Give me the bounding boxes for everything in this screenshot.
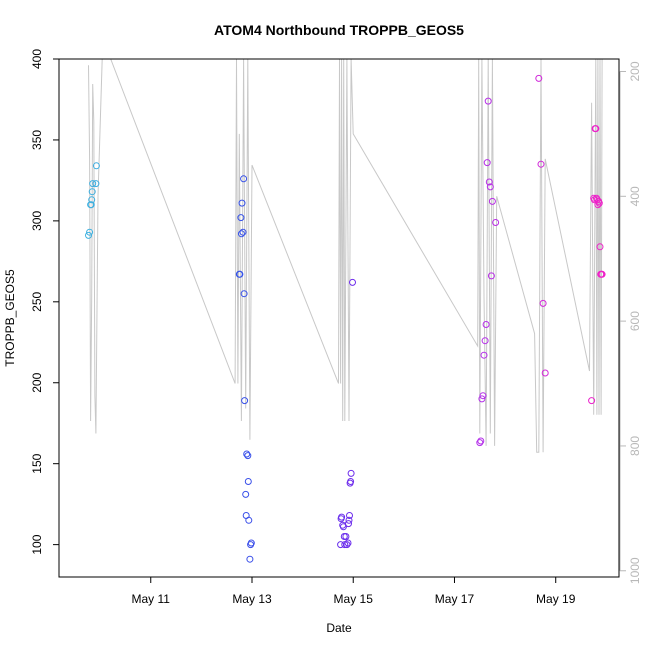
- chart-title: ATOM4 Northbound TROPPB_GEOS5: [214, 22, 464, 38]
- y-tick-label: 400: [30, 49, 44, 69]
- y-tick-label: 200: [30, 372, 44, 392]
- data-point: [88, 188, 96, 196]
- data-point: [244, 478, 252, 485]
- data-point: [86, 228, 94, 236]
- secondary-y-tick-label: 400: [628, 186, 642, 206]
- data-point: [241, 397, 249, 405]
- data-point: [237, 214, 245, 222]
- data-point: [594, 201, 602, 209]
- data-point: [347, 478, 355, 485]
- y-tick-label: 350: [30, 130, 44, 150]
- data-point: [240, 290, 248, 298]
- data-point: [246, 555, 254, 563]
- secondary-y-tick-label: 800: [628, 436, 642, 456]
- data-point: [483, 159, 491, 167]
- data-point: [477, 437, 485, 445]
- data-point: [85, 231, 92, 239]
- data-point: [539, 299, 547, 307]
- data-point: [541, 369, 549, 377]
- data-point: [595, 199, 603, 207]
- data-point: [239, 228, 247, 236]
- x-tick-label: May 11: [132, 592, 171, 606]
- data-point: [89, 180, 97, 188]
- data-point: [345, 516, 353, 524]
- y-axis-label: TROPPB_GEOS5: [3, 269, 17, 367]
- data-point: [482, 321, 490, 328]
- secondary-y-tick-label: 200: [628, 61, 642, 81]
- data-points-layer: [85, 74, 606, 563]
- data-point: [237, 230, 245, 238]
- secondary-profile-layer: [88, 58, 603, 453]
- data-point: [338, 513, 346, 521]
- data-point: [537, 160, 545, 168]
- data-point: [344, 539, 352, 547]
- data-point: [485, 178, 493, 186]
- y-tick-label: 150: [30, 453, 44, 473]
- x-axis-label: Date: [326, 621, 352, 635]
- secondary-y-tick-label: 600: [628, 311, 642, 331]
- y-tick-label: 250: [30, 291, 44, 311]
- data-point: [92, 180, 100, 188]
- data-point: [479, 392, 487, 400]
- data-point: [480, 351, 488, 359]
- data-point: [243, 450, 251, 458]
- data-point: [588, 397, 596, 405]
- plot-frame: [58, 58, 620, 578]
- data-point: [240, 175, 248, 183]
- data-point: [238, 199, 246, 207]
- data-point: [598, 270, 606, 278]
- data-point: [345, 520, 352, 528]
- data-point: [487, 272, 495, 280]
- data-point: [486, 183, 494, 191]
- data-point: [92, 162, 100, 170]
- data-point: [476, 439, 484, 447]
- data-point: [88, 196, 96, 204]
- data-point: [481, 337, 489, 345]
- x-tick-label: May 13: [232, 592, 272, 606]
- data-point: [244, 452, 252, 460]
- data-point: [596, 243, 604, 251]
- x-tick-label: May 15: [334, 592, 374, 606]
- data-point: [343, 541, 351, 549]
- data-point: [349, 278, 356, 286]
- y-tick-label: 100: [30, 534, 44, 554]
- data-point: [236, 270, 244, 278]
- data-point: [535, 74, 543, 82]
- data-point: [339, 523, 347, 531]
- data-point: [247, 539, 255, 547]
- axes-layer: 100 150 200 250 300 350 400 May 11 May 13 May 15 M…: [30, 49, 642, 606]
- data-point: [484, 97, 492, 105]
- data-point: [478, 395, 486, 403]
- x-tick-label: May 19: [536, 592, 576, 606]
- data-point: [592, 125, 600, 133]
- data-point: [492, 219, 500, 226]
- data-point: [87, 201, 95, 209]
- data-point: [346, 512, 353, 519]
- y-tick-label: 300: [30, 211, 44, 231]
- data-point: [488, 197, 496, 205]
- data-point: [245, 516, 253, 524]
- data-point: [347, 469, 355, 477]
- x-tick-label: May 17: [435, 592, 475, 606]
- secondary-y-tick-label: 1000: [628, 557, 642, 584]
- data-point: [342, 533, 350, 540]
- data-point: [242, 490, 250, 498]
- data-point: [590, 196, 598, 204]
- secondary-profile-line: [88, 58, 603, 453]
